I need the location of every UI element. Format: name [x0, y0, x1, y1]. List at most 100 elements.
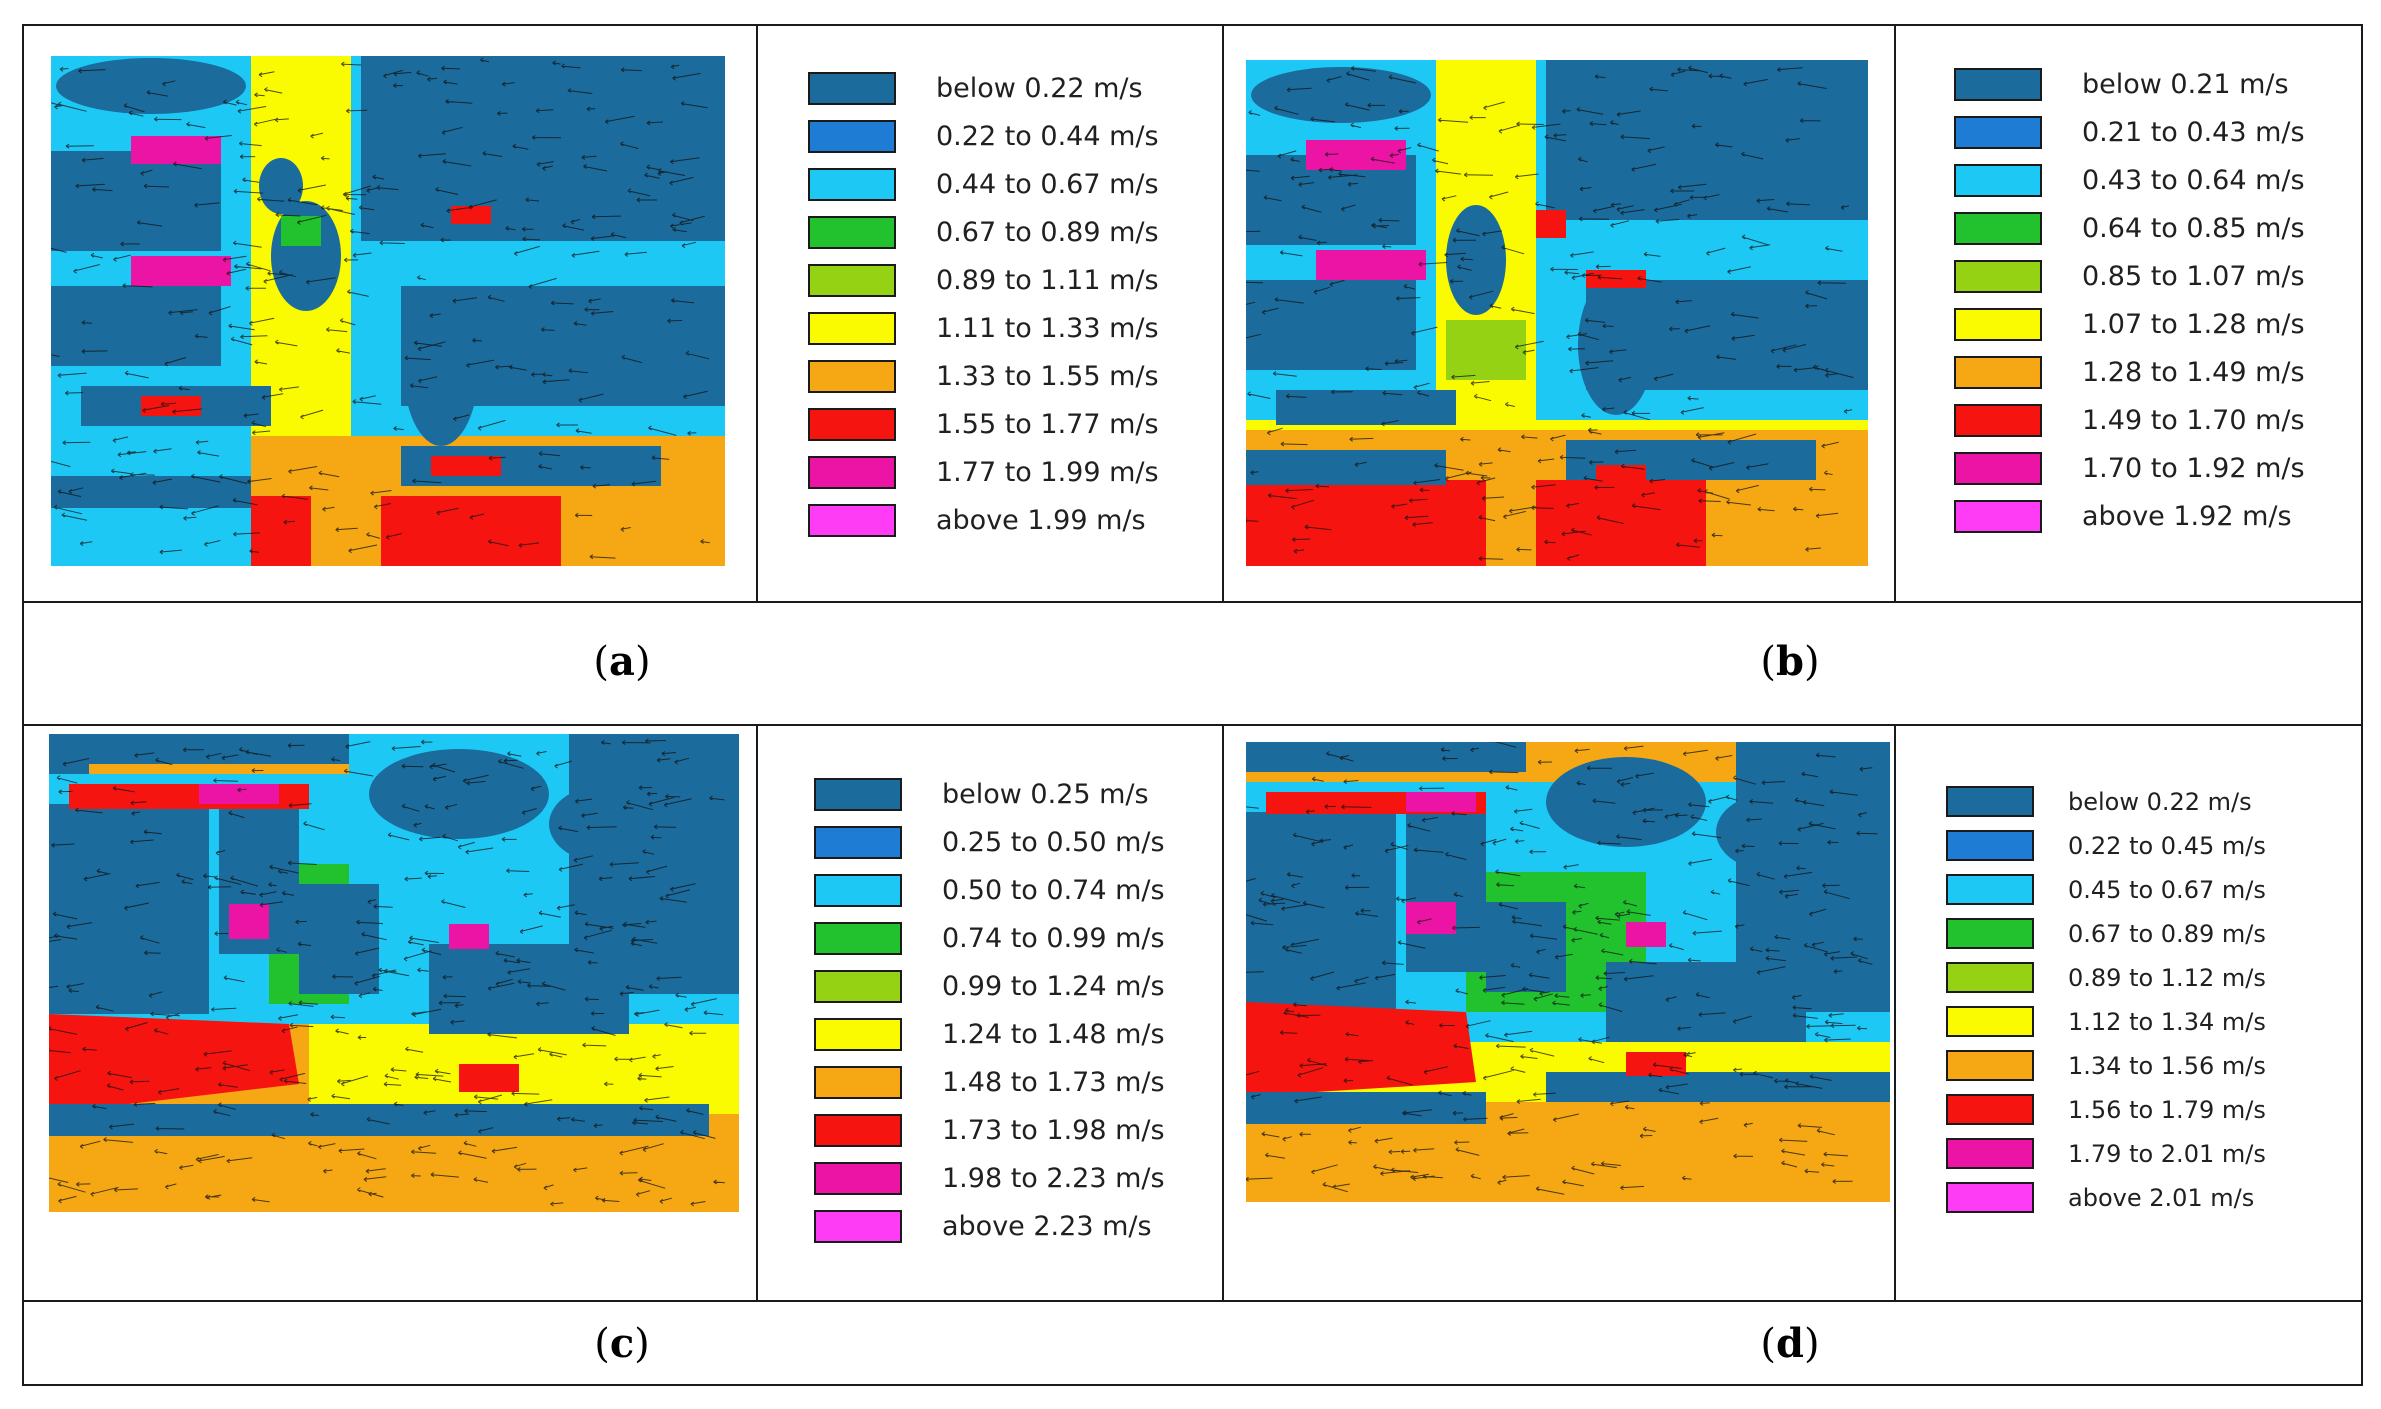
legend-label: 1.56 to 1.79 m/s	[2068, 1096, 2266, 1124]
legend-item: 0.22 to 0.44 m/s	[808, 120, 1228, 157]
building	[569, 734, 739, 994]
legend-swatch	[1954, 356, 2042, 389]
building	[369, 749, 549, 839]
legend-label: 1.49 to 1.70 m/s	[2082, 405, 2305, 436]
building	[1578, 275, 1654, 415]
wind-map-b	[1246, 60, 1868, 566]
legend-label: 0.99 to 1.24 m/s	[942, 971, 1165, 1002]
legend-label: 1.33 to 1.55 m/s	[936, 361, 1159, 392]
legend-item: above 2.01 m/s	[1946, 1182, 2366, 1219]
legend-swatch	[814, 970, 902, 1003]
legend-label: 0.74 to 0.99 m/s	[942, 923, 1165, 954]
legend-item: 0.67 to 0.89 m/s	[1946, 918, 2366, 955]
legend-swatch	[808, 72, 896, 105]
hotspot	[229, 904, 269, 939]
col-divider-a	[756, 24, 758, 601]
legend-swatch	[1954, 452, 2042, 485]
legend-item: 0.44 to 0.67 m/s	[808, 168, 1228, 205]
building	[56, 58, 246, 114]
legend-swatch	[814, 922, 902, 955]
legend-swatch	[1946, 786, 2034, 817]
legend-swatch	[814, 778, 902, 811]
legend-swatch	[814, 1066, 902, 1099]
caption-b: (b)	[1760, 638, 1820, 685]
wind-map-c	[49, 734, 739, 1212]
hotspot	[1246, 1002, 1476, 1092]
legend-swatch	[1946, 1050, 2034, 1081]
legend-item: 1.34 to 1.56 m/s	[1946, 1050, 2366, 1087]
hotspot	[449, 924, 489, 949]
legend-label: 1.73 to 1.98 m/s	[942, 1115, 1165, 1146]
hotspot	[1596, 465, 1646, 483]
building	[1486, 902, 1566, 992]
legend-item: 0.50 to 0.74 m/s	[814, 874, 1234, 911]
legend-swatch	[808, 168, 896, 201]
hotspot	[1406, 792, 1476, 812]
legend-item: 0.89 to 1.11 m/s	[808, 264, 1228, 301]
figure: below 0.22 m/s 0.22 to 0.44 m/s 0.44 to 0.…	[22, 24, 2363, 1386]
caption-divider-bottom	[22, 1300, 2363, 1302]
legend-item: 0.74 to 0.99 m/s	[814, 922, 1234, 959]
legend-item: below 0.22 m/s	[808, 72, 1228, 109]
legend-label: 0.67 to 0.89 m/s	[936, 217, 1159, 248]
legend-item: above 1.92 m/s	[1954, 500, 2374, 537]
wind-map-a	[51, 56, 725, 566]
legend-swatch	[808, 216, 896, 249]
building	[49, 734, 89, 774]
building	[549, 784, 669, 864]
legend-swatch	[1954, 500, 2042, 533]
legend-label: 1.07 to 1.28 m/s	[2082, 309, 2305, 340]
building	[361, 56, 725, 201]
building	[1546, 60, 1868, 220]
legend-item: below 0.22 m/s	[1946, 786, 2366, 823]
legend-swatch	[1946, 1138, 2034, 1169]
legend-swatch	[1946, 1094, 2034, 1125]
legend-label: 1.48 to 1.73 m/s	[942, 1067, 1165, 1098]
caption-c: (c)	[594, 1320, 650, 1367]
col-divider-b	[1894, 24, 1896, 601]
col-divider-d	[1894, 724, 1896, 1300]
legend-label: 1.79 to 2.01 m/s	[2068, 1140, 2266, 1168]
legend-item: 0.25 to 0.50 m/s	[814, 826, 1234, 863]
legend-swatch	[808, 312, 896, 345]
legend-label: 1.24 to 1.48 m/s	[942, 1019, 1165, 1050]
legend-label: above 1.92 m/s	[2082, 501, 2292, 532]
legend-label: 0.85 to 1.07 m/s	[2082, 261, 2305, 292]
building	[49, 734, 349, 764]
legend-item: 1.48 to 1.73 m/s	[814, 1066, 1234, 1103]
frame-top	[22, 24, 2363, 26]
building	[1251, 67, 1431, 123]
building	[1716, 792, 1836, 872]
legend-item: below 0.25 m/s	[814, 778, 1234, 815]
legend-item: 1.98 to 2.23 m/s	[814, 1162, 1234, 1199]
building	[51, 476, 251, 508]
frame-bottom	[22, 1384, 2363, 1386]
legend-label: 0.50 to 0.74 m/s	[942, 875, 1165, 906]
building	[49, 804, 209, 1014]
flow-vectors	[49, 738, 725, 1207]
legend-item: 1.12 to 1.34 m/s	[1946, 1006, 2366, 1043]
hotspot	[1536, 210, 1566, 238]
legend-swatch	[1954, 404, 2042, 437]
legend-item: 1.28 to 1.49 m/s	[1954, 356, 2374, 393]
legend-label: 0.22 to 0.44 m/s	[936, 121, 1159, 152]
building	[1546, 1072, 1890, 1102]
building	[299, 884, 379, 994]
legend-label: 0.44 to 0.67 m/s	[936, 169, 1159, 200]
hotspot	[1626, 1052, 1686, 1076]
legend-label: 1.77 to 1.99 m/s	[936, 457, 1159, 488]
legend-label: below 0.22 m/s	[936, 73, 1143, 104]
legend-swatch	[1946, 962, 2034, 993]
building	[259, 158, 303, 214]
legend-swatch	[1954, 68, 2042, 101]
legend-item: 1.79 to 2.01 m/s	[1946, 1138, 2366, 1175]
legend-swatch	[1954, 164, 2042, 197]
legend-swatch	[1946, 874, 2034, 905]
caption-a: (a)	[593, 638, 651, 685]
building	[1406, 812, 1486, 972]
legend-item: 1.77 to 1.99 m/s	[808, 456, 1228, 493]
legend-item: 0.85 to 1.07 m/s	[1954, 260, 2374, 297]
legend-label: 0.43 to 0.64 m/s	[2082, 165, 2305, 196]
legend-label: 1.70 to 1.92 m/s	[2082, 453, 2305, 484]
legend-swatch	[814, 1162, 902, 1195]
